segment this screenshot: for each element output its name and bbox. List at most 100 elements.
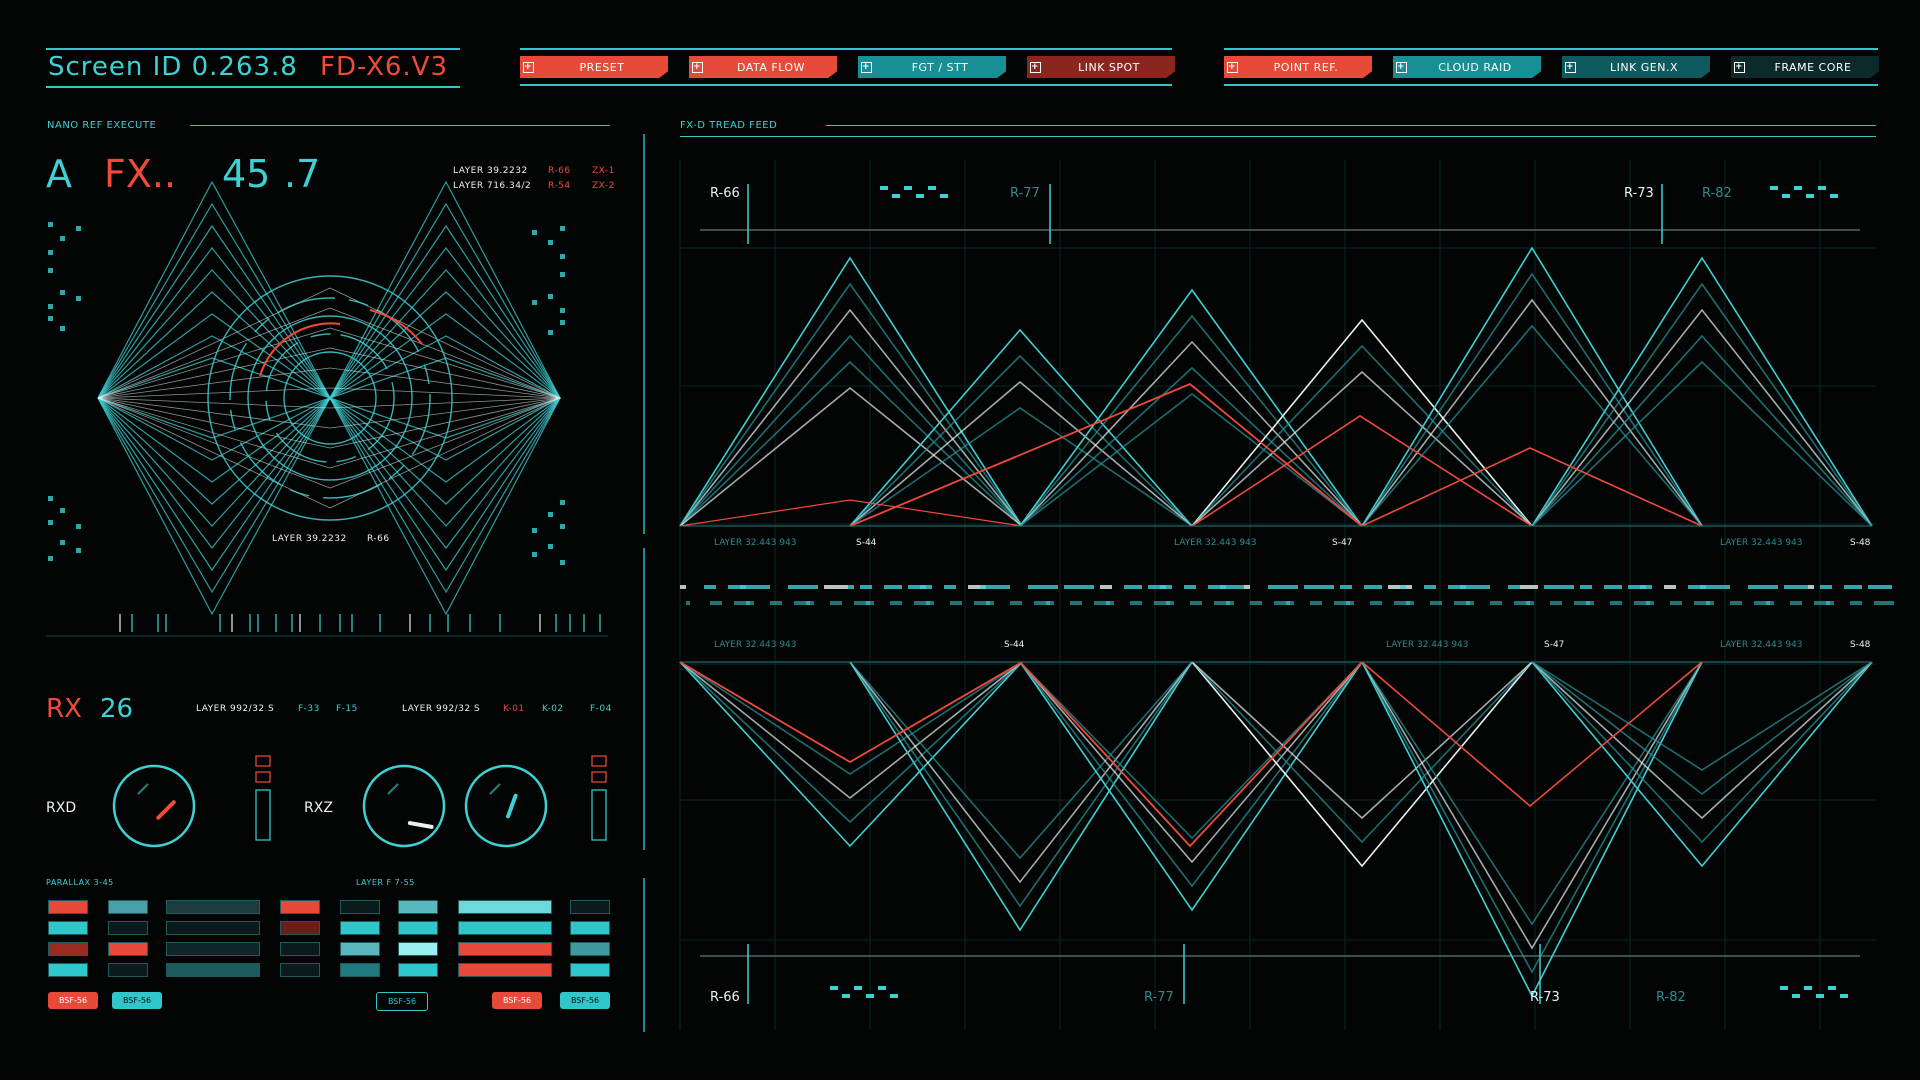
rx-k02: K-02 [542,704,564,714]
pixel-glyph [532,552,537,557]
color-swatch[interactable] [570,921,610,935]
feed-upper-line [679,282,1023,527]
color-swatch[interactable] [166,963,260,977]
data-strip-bit [1820,585,1832,589]
color-swatch[interactable] [280,942,320,956]
color-swatch[interactable] [166,921,260,935]
color-swatch[interactable] [280,900,320,914]
pixel-glyph [48,268,53,273]
tab-group-right-rule-bottom [1224,84,1878,86]
layer-label-top: LAYER 32.443 943 [714,538,797,548]
bsf-badge[interactable]: BSF-56 [112,992,162,1009]
feed-lower-line [679,661,1023,848]
marker-label-top: R-82 [1702,186,1732,201]
marker-label-bottom: R-82 [1656,990,1686,1005]
right-tab-1[interactable]: + CLOUD RAID [1393,56,1541,78]
pixel-glyph [560,308,565,313]
color-swatch[interactable] [280,921,320,935]
color-swatch[interactable] [280,963,320,977]
data-strip-bit [1874,601,1894,605]
pixel-glyph [548,512,553,517]
color-swatch[interactable] [398,900,438,914]
left-tab-2[interactable]: + FGT / STT [858,56,1006,78]
marker-glyph [1794,186,1802,190]
marker-glyph [1806,194,1814,198]
diamond-ray [329,327,561,399]
color-swatch[interactable] [458,900,552,914]
color-swatch[interactable] [340,942,380,956]
bsf-badge[interactable]: BSF-56 [376,992,428,1011]
data-strip-bit [1640,585,1646,589]
right-tab-2[interactable]: + LINK GEN.X [1562,56,1710,78]
data-strip-bit [1010,601,1022,605]
marker-glyph [940,194,948,198]
color-swatch[interactable] [108,921,148,935]
color-swatch[interactable] [108,963,148,977]
color-swatch[interactable] [570,963,610,977]
data-strip-bit [1088,585,1094,589]
feed-upper-line [1531,360,1873,527]
marker-glyph [1782,194,1790,198]
right-tab-3[interactable]: + FRAME CORE [1731,56,1879,78]
color-swatch[interactable] [458,942,552,956]
color-swatch[interactable] [570,900,610,914]
bsf-badge[interactable]: BSF-56 [492,992,542,1009]
color-swatch[interactable] [340,900,380,914]
data-strip-bit [806,601,810,605]
data-strip-bit [1190,601,1202,605]
color-swatch[interactable] [570,942,610,956]
color-swatch[interactable] [48,963,88,977]
color-swatch[interactable] [108,900,148,914]
color-swatch[interactable] [398,963,438,977]
tab-group-left-rule-top [520,48,1172,50]
feed-upper-line [679,334,1023,527]
data-strip-bit [980,585,1004,589]
data-strip-bit [1154,601,1174,605]
r54-label: R-54 [548,181,571,191]
color-swatch[interactable] [166,900,260,914]
bsf-badge[interactable]: BSF-56 [48,992,98,1009]
pixel-glyph [60,508,65,513]
color-swatch[interactable] [108,942,148,956]
color-swatch[interactable] [48,921,88,935]
diamond-ray [97,347,331,399]
color-swatch[interactable] [398,921,438,935]
layer-label-1: LAYER 39.2232 [453,166,528,176]
bsf-badge[interactable]: BSF-56 [560,992,610,1009]
feed-upper-line [679,308,1023,527]
color-swatch[interactable] [458,921,552,935]
data-strip-bit [890,601,902,605]
left-tab-1[interactable]: + DATA FLOW [689,56,837,78]
feed-lower-line [1361,661,1703,950]
color-swatch[interactable] [458,963,552,977]
color-swatch[interactable] [340,921,380,935]
left-tab-0[interactable]: + PRESET [520,56,668,78]
right-tab-label: FRAME CORE [1774,60,1852,74]
tick-strip-graphic [46,614,608,637]
data-strip-bit [1364,585,1382,589]
color-swatch[interactable] [398,942,438,956]
color-swatch[interactable] [48,942,88,956]
pixel-glyph [48,496,53,501]
color-swatch[interactable] [166,942,260,956]
feed-upper-line [1361,298,1703,527]
feed-upper-line [1019,366,1363,527]
marker-glyph [854,986,862,990]
right-tab-0[interactable]: + POINT REF. [1224,56,1372,78]
right-tab-label: LINK GEN.X [1609,60,1679,74]
color-swatch[interactable] [48,900,88,914]
tab-group-left-rule-bottom [520,84,1172,86]
left-tab-3[interactable]: + LINK SPOT [1027,56,1175,78]
data-strip-bit [1424,585,1436,589]
pixel-glyph [60,540,65,545]
data-strip-bit [770,601,782,605]
feed-lower-line [1019,661,1363,864]
pixel-glyph [76,296,81,301]
readout-num-fraction: .7 [284,152,321,196]
radar-ring [265,333,395,463]
layer-label-bottom: S-48 [1850,640,1871,650]
diamond-radar-graphic [48,180,565,616]
color-swatch[interactable] [340,963,380,977]
data-strip-bit [1766,601,1770,605]
diamond-ray [97,307,331,399]
